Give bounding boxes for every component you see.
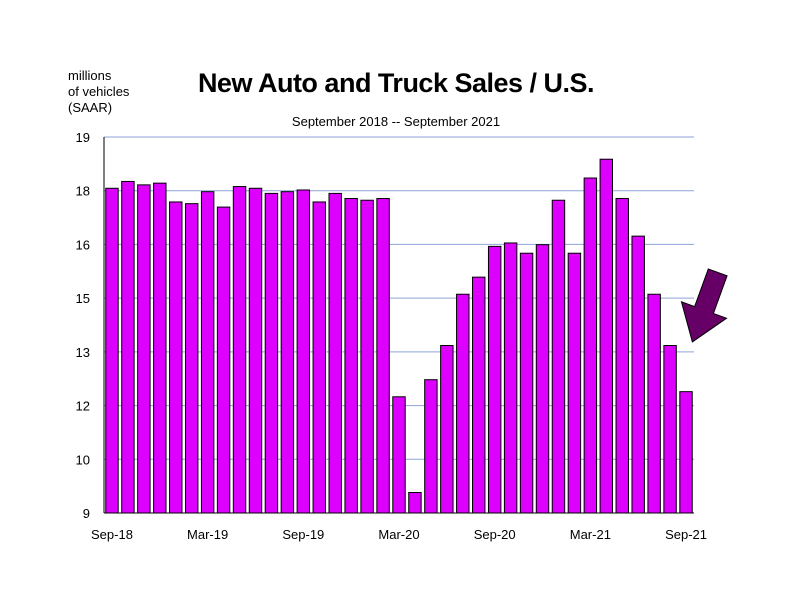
y-axis-label-line: millions <box>68 68 112 83</box>
bar-Mar-21 <box>583 177 598 514</box>
bar-Jan-19 <box>169 201 183 514</box>
bar-Jun-19 <box>248 187 263 514</box>
bar-Apr-19 <box>216 206 231 514</box>
y-tick-label: 16 <box>76 237 90 252</box>
bar-Jan-21 <box>551 199 566 514</box>
bar-Sep-20 <box>487 245 502 514</box>
bar-Mar-19 <box>200 191 215 514</box>
down-arrow-icon <box>680 268 728 343</box>
x-tick-label: Sep-18 <box>91 527 133 542</box>
bar-Jun-20 <box>440 345 454 514</box>
y-tick-label: 13 <box>76 345 90 360</box>
y-tick-label: 15 <box>76 291 90 306</box>
bar-Jul-19 <box>264 192 279 514</box>
bar-Aug-21 <box>663 345 677 514</box>
x-tick-label: Mar-20 <box>378 527 419 542</box>
bar-Apr-21 <box>599 158 614 514</box>
x-tick-label: Mar-19 <box>187 527 228 542</box>
tick-labels: 9 10 12 13 15 16 18 19 Sep-18 Mar-19 Sep-19 Mar-20 S… <box>76 130 707 542</box>
bar-Jun-21 <box>631 235 645 514</box>
bar-Jul-21 <box>647 293 661 514</box>
axes <box>103 137 694 514</box>
annotations <box>680 268 728 343</box>
chart-title: New Auto and Truck Sales / U.S. <box>197 68 595 98</box>
bar-Sep-18 <box>105 187 119 514</box>
y-axis-label-line: (SAAR) <box>68 100 113 115</box>
y-axis-label-line: of vehicles <box>68 84 130 99</box>
bar-Feb-19 <box>184 203 199 514</box>
x-tick-label: Sep-19 <box>282 527 324 542</box>
bar-Nov-18 <box>137 184 151 514</box>
bar-Oct-18 <box>121 180 135 514</box>
bars <box>105 158 693 514</box>
bar-Jul-20 <box>456 293 470 514</box>
bar-May-20 <box>424 379 438 514</box>
bar-Sep-21 <box>679 391 693 514</box>
bar-Apr-20 <box>408 491 422 514</box>
y-tick-label: 9 <box>83 506 90 521</box>
bar-Dec-18 <box>153 182 167 514</box>
bar-Nov-20 <box>519 252 534 514</box>
y-tick-label: 18 <box>76 184 90 199</box>
x-tick-label: Mar-21 <box>570 527 611 542</box>
bar-Feb-20 <box>376 198 390 514</box>
y-tick-label: 12 <box>76 399 90 414</box>
bar-Aug-20 <box>472 276 486 514</box>
bar-Aug-19 <box>280 191 295 514</box>
bar-Jan-20 <box>360 199 374 514</box>
bar-Sep-19 <box>296 189 311 514</box>
chart-subtitle: September 2018 -- September 2021 <box>291 114 501 129</box>
y-tick-label: 10 <box>76 452 90 467</box>
bar-Dec-19 <box>344 198 358 514</box>
bar-Mar-20 <box>392 396 406 514</box>
bar-Feb-21 <box>567 252 582 514</box>
bar-Nov-19 <box>328 192 342 514</box>
bar-Dec-20 <box>535 244 550 514</box>
y-tick-label: 19 <box>76 130 90 145</box>
bar-Oct-20 <box>503 242 518 514</box>
x-tick-label: Sep-20 <box>474 527 516 542</box>
bar-May-21 <box>615 198 629 514</box>
bar-May-19 <box>232 186 247 514</box>
x-tick-label: Sep-21 <box>665 527 707 542</box>
y-axis-label: millions of vehicles (SAAR) <box>68 68 188 116</box>
bar-Oct-19 <box>312 201 326 514</box>
